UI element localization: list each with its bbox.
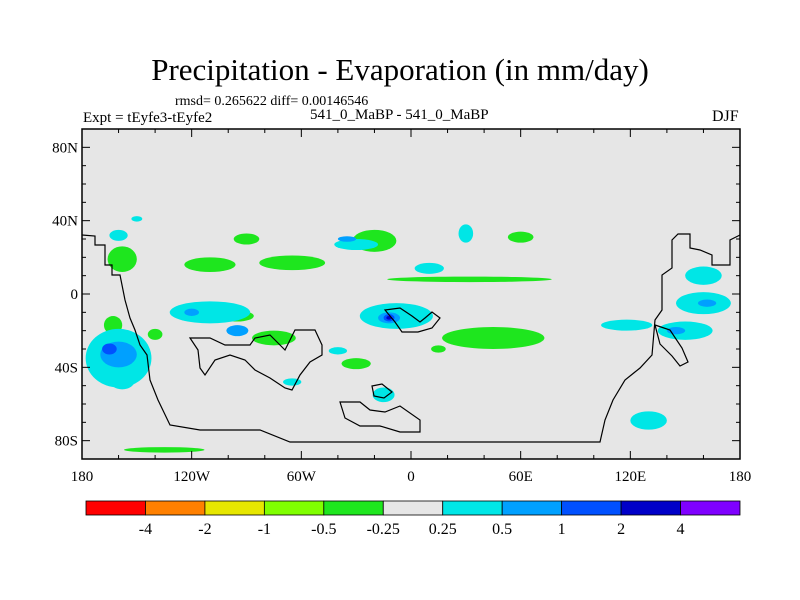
colorbar-swatch — [561, 500, 622, 516]
colorbar-label: -0.25 — [367, 521, 400, 538]
field-region — [233, 233, 260, 245]
y-tick-label: 40N — [52, 214, 78, 230]
x-tick-label: 180 — [729, 469, 752, 485]
field-region — [601, 319, 653, 331]
colorbar-swatch — [204, 500, 265, 516]
coastline-island-b — [339, 401, 421, 433]
field-region — [334, 239, 379, 250]
colorbar-label: 2 — [617, 521, 625, 538]
colorbar-label: 0.25 — [429, 521, 457, 538]
colorbar-label: -1 — [258, 521, 271, 538]
field-region — [697, 299, 717, 307]
colorbar-swatch — [382, 500, 444, 516]
field-region — [109, 371, 136, 390]
coastline-island-e — [654, 324, 689, 367]
plot-background — [82, 129, 740, 459]
coastline-island-d — [383, 307, 441, 333]
experiment-label: Expt = tEyfe3-tEyfe2 — [83, 110, 213, 126]
field-region — [442, 327, 545, 349]
y-tick-label: 40S — [55, 360, 78, 376]
field-region — [414, 262, 444, 274]
x-tick-label: 60E — [509, 469, 533, 485]
x-tick-label: 120W — [173, 469, 211, 485]
colorbar-label: -2 — [198, 521, 211, 538]
colorbar-swatch — [85, 500, 146, 516]
colorbar-label: 0.5 — [492, 521, 512, 538]
field-region — [102, 343, 117, 355]
field-region — [458, 224, 474, 243]
field-region — [107, 246, 137, 272]
field-region — [131, 216, 143, 222]
field-region — [685, 266, 722, 285]
field-regions — [85, 216, 731, 453]
y-tick-label: 0 — [71, 287, 79, 303]
x-axis-ticks: 180 120W 60W 0 60E 120E 180 — [71, 129, 752, 485]
colorbar-label: -4 — [139, 521, 152, 538]
colorbar-swatch — [680, 500, 741, 516]
colorbar-swatch — [323, 500, 384, 516]
colorbar-swatch — [442, 500, 503, 516]
x-tick-label: 0 — [407, 469, 415, 485]
field-region — [337, 236, 357, 242]
field-region — [169, 301, 251, 324]
field-region — [147, 328, 163, 340]
field-region — [328, 347, 348, 355]
field-region — [251, 330, 296, 346]
field-region — [630, 411, 667, 430]
x-tick-label: 120E — [614, 469, 646, 485]
colorbar-label: -0.5 — [311, 521, 336, 538]
coastline-main — [82, 233, 740, 443]
coastline-outline — [82, 233, 740, 443]
y-tick-label: 80N — [52, 140, 78, 156]
season-label: DJF — [712, 108, 739, 125]
field-region — [507, 231, 534, 243]
field-region — [109, 229, 128, 241]
x-tick-label: 180 — [71, 469, 94, 485]
y-tick-label: 80S — [55, 434, 78, 450]
field-region — [184, 257, 236, 272]
field-region — [341, 358, 371, 370]
colorbar-label: 4 — [677, 521, 685, 538]
coastline-continent-a — [188, 329, 323, 391]
colorbar: -4 -2 -1 -0.5 -0.25 0.25 0.5 1 2 4 — [85, 500, 741, 538]
field-region — [387, 276, 552, 283]
chart-title: Precipitation - Evaporation (in mm/day) — [151, 52, 649, 87]
field-region — [666, 327, 686, 335]
y-axis-ticks: 80N 40N 0 40S 80S — [52, 140, 740, 450]
field-region — [184, 308, 199, 317]
x-tick-label: 60W — [287, 469, 317, 485]
colorbar-label: 1 — [558, 521, 566, 538]
field-region — [431, 345, 446, 353]
colorbar-swatch — [145, 500, 206, 516]
colorbar-swatch — [620, 500, 681, 516]
field-region — [259, 255, 326, 271]
colorbar-swatch — [501, 500, 563, 516]
field-region — [372, 387, 395, 403]
coastline-island-c — [371, 383, 393, 399]
colorbar-swatch — [263, 500, 325, 516]
field-region — [226, 325, 249, 337]
case-label: 541_0_MaBP - 541_0_MaBP — [310, 107, 489, 123]
field-region — [124, 447, 205, 453]
stats-line: rmsd= 0.265622 diff= 0.00146546 — [175, 94, 369, 109]
field-region — [283, 378, 302, 386]
